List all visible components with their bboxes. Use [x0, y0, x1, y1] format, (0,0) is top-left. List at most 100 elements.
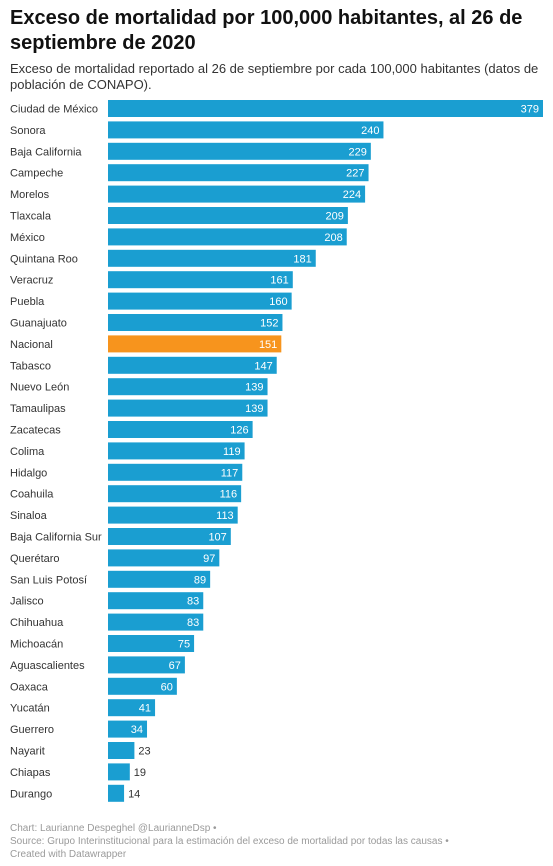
value-label: 181	[293, 253, 311, 265]
bar-row: Querétaro 97	[10, 549, 220, 567]
value-label: 161	[270, 275, 288, 287]
bar	[108, 613, 204, 631]
value-label: 126	[230, 425, 248, 437]
bar-row: Sinaloa 113	[10, 506, 238, 524]
bar	[108, 164, 369, 182]
category-label: Coahuila	[10, 489, 54, 501]
category-label: Puebla	[10, 296, 45, 308]
category-label: Morelos	[10, 189, 50, 201]
category-label: Hidalgo	[10, 467, 47, 479]
value-label: 208	[324, 232, 342, 244]
category-label: Jalisco	[10, 596, 44, 608]
value-label: 151	[259, 339, 277, 351]
value-label: 14	[128, 788, 140, 800]
bar-row: Puebla 160	[10, 292, 292, 310]
category-label: Aguascalientes	[10, 660, 85, 672]
bar	[108, 356, 277, 374]
value-label: 229	[348, 146, 366, 158]
bar	[108, 570, 211, 588]
value-label: 97	[203, 553, 215, 565]
bar-row: San Luis Potosí 89	[10, 570, 211, 588]
chart-credit: Chart: Laurianne Despeghel @LaurianneDsp…	[10, 823, 217, 834]
bar-row: Oaxaca 60	[10, 677, 177, 695]
bar	[108, 463, 243, 481]
value-label: 139	[245, 403, 263, 415]
bar	[108, 185, 366, 203]
bar-row: Guerrero 34	[10, 720, 148, 738]
category-label: Tabasco	[10, 360, 51, 372]
chart-footer: Chart: Laurianne Despeghel @LaurianneDsp…	[10, 822, 545, 861]
chart-tool-credit: Created with Datawrapper	[10, 849, 127, 860]
bar	[108, 421, 253, 438]
value-label: 224	[343, 189, 361, 201]
value-label: 75	[178, 639, 190, 651]
bar-row: Nayarit 23	[10, 742, 151, 759]
category-label: Colima	[10, 446, 45, 458]
value-label: 240	[361, 125, 379, 137]
category-label: Quintana Roo	[10, 253, 78, 265]
category-label: Chiapas	[10, 767, 51, 779]
chart-subtitle: Exceso de mortalidad reportado al 26 de …	[10, 61, 539, 92]
bar-row: Nacional 151	[10, 335, 282, 353]
category-label: Tlaxcala	[10, 211, 52, 223]
value-label: 160	[269, 296, 287, 308]
category-label: Querétaro	[10, 553, 60, 565]
bar-row: Colima 119	[10, 442, 245, 460]
bar-row: Yucatán 41	[10, 699, 156, 717]
bar-row: Tamaulipas 139	[10, 399, 268, 417]
category-label: Yucatán	[10, 703, 50, 715]
category-label: Ciudad de México	[10, 104, 98, 116]
bar-row: Coahuila 116	[10, 485, 242, 503]
bar	[108, 207, 348, 224]
bar	[108, 399, 268, 417]
category-label: México	[10, 232, 45, 244]
category-label: Nacional	[10, 339, 53, 351]
value-label: 113	[216, 510, 234, 522]
value-label: 89	[194, 574, 206, 586]
category-label: Campeche	[10, 168, 63, 180]
chart-title: Exceso de mortalidad por 100,000 habitan…	[10, 7, 523, 54]
value-label: 117	[221, 467, 239, 479]
value-label: 60	[161, 681, 173, 693]
value-label: 147	[254, 360, 272, 372]
bar-row: Aguascalientes 67	[10, 656, 185, 674]
bar	[108, 528, 231, 545]
value-label: 67	[169, 660, 181, 672]
value-label: 209	[326, 211, 344, 223]
value-label: 107	[208, 532, 226, 544]
category-label: Baja California Sur	[10, 532, 102, 544]
bar-row: Durango 14	[10, 784, 140, 802]
category-label: Oaxaca	[10, 681, 49, 693]
category-label: Guerrero	[10, 724, 54, 736]
bar	[108, 485, 242, 503]
bar	[108, 592, 204, 610]
bar-chart: Ciudad de México 379 Sonora 240 Baja Califor…	[10, 100, 543, 802]
bar-row: Veracruz 161	[10, 271, 293, 289]
category-label: Durango	[10, 788, 52, 800]
bar-row: Quintana Roo 181	[10, 249, 316, 267]
bar-row: Campeche 227	[10, 164, 369, 182]
bar	[108, 742, 135, 759]
chart-source: Source: Grupo Interinstitucional para la…	[10, 836, 449, 847]
bar-row: Tlaxcala 209	[10, 207, 348, 224]
value-label: 152	[260, 318, 278, 330]
bar	[108, 763, 130, 781]
category-label: Nuevo León	[10, 382, 69, 394]
value-label: 41	[139, 703, 151, 715]
bar-row: Hidalgo 117	[10, 463, 243, 481]
value-label: 119	[223, 446, 241, 458]
value-label: 83	[187, 617, 199, 629]
bar	[108, 121, 384, 139]
bar-row: Chiapas 19	[10, 763, 146, 781]
category-label: Sonora	[10, 125, 46, 137]
category-label: Michoacán	[10, 639, 63, 651]
bar	[108, 100, 543, 117]
category-label: Guanajuato	[10, 318, 67, 330]
bar-row: Sonora 240	[10, 121, 384, 139]
bar	[108, 378, 268, 396]
bar-row: Michoacán 75	[10, 635, 195, 652]
value-label: 19	[134, 767, 146, 779]
bar	[108, 292, 292, 310]
bar	[108, 784, 125, 802]
bar	[108, 228, 347, 246]
